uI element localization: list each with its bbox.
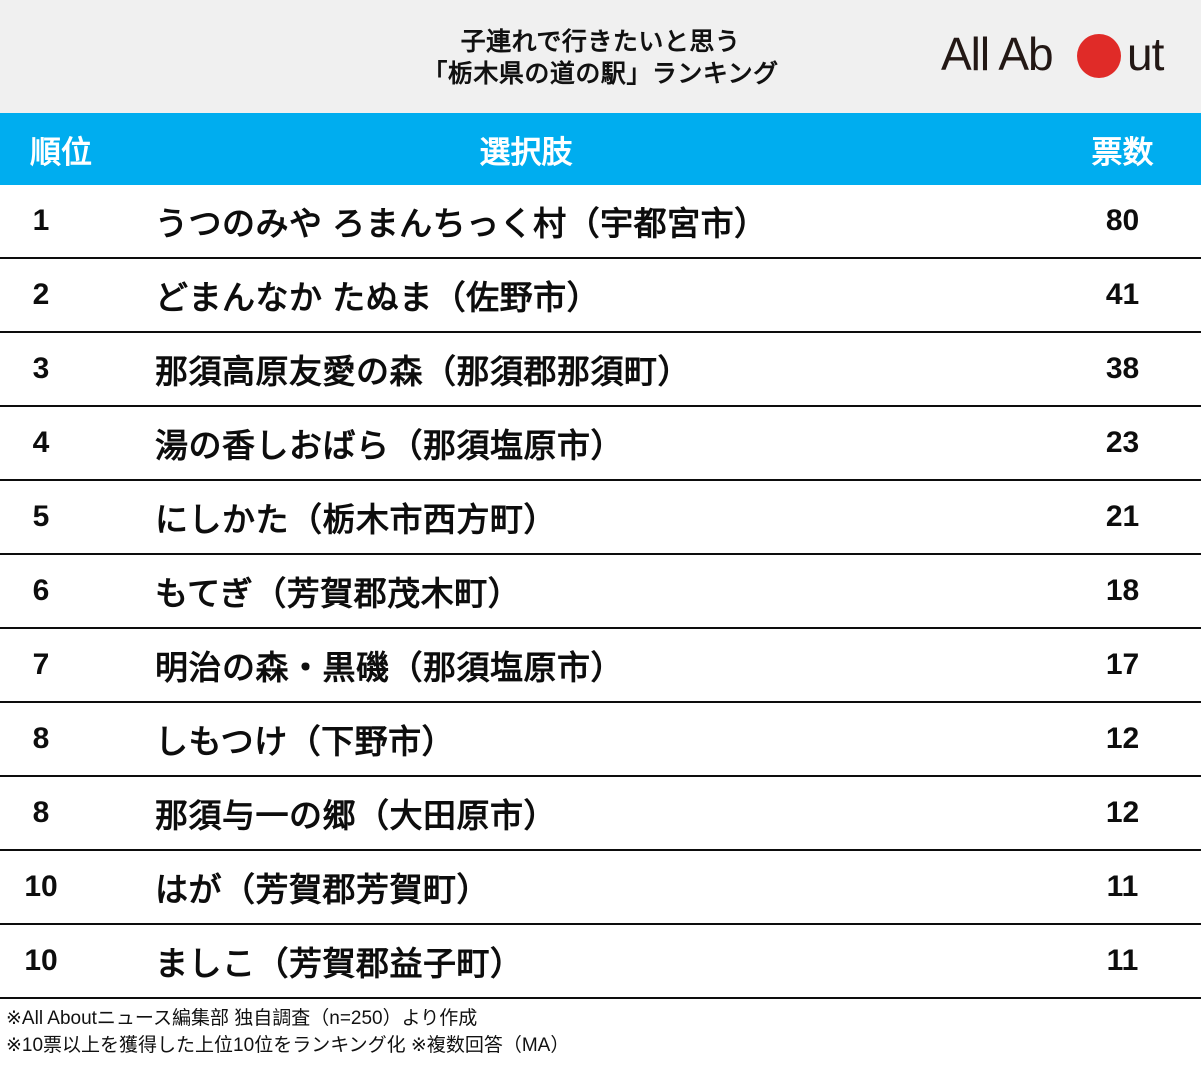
rank-value: 8 [0, 775, 150, 850]
choice-value: 湯の香しおばら（那須塩原市） [150, 405, 1050, 480]
votes-value: 11 [1050, 849, 1201, 924]
svg-text:All Ab: All Ab [941, 28, 1053, 80]
rank-value: 3 [0, 331, 150, 406]
choice-value: 那須高原友愛の森（那須郡那須町） [150, 331, 1050, 406]
all-about-logo: All Ab ut [941, 26, 1179, 84]
rank-value: 10 [0, 923, 150, 997]
rank-value: 1 [0, 185, 150, 258]
table-row: 8 那須与一の郷（大田原市） 12 [0, 775, 1201, 850]
choice-value: しもつけ（下野市） [150, 701, 1050, 776]
table-row: 5 にしかた（栃木市西方町） 21 [0, 479, 1201, 554]
table-body: 1 うつのみや ろまんちっく村（宇都宮市） 80 2 どまんなか たぬま（佐野市… [0, 185, 1201, 997]
choice-value: はが（芳賀郡芳賀町） [150, 849, 1050, 924]
table-header-row: 順位 選択肢 票数 [0, 113, 1201, 185]
table-row: 7 明治の森・黒磯（那須塩原市） 17 [0, 627, 1201, 702]
votes-value: 12 [1050, 701, 1201, 776]
votes-value: 11 [1050, 923, 1201, 997]
red-circle-icon [1077, 34, 1121, 78]
votes-value: 80 [1050, 185, 1201, 258]
table-row: 4 湯の香しおばら（那須塩原市） 23 [0, 405, 1201, 480]
ranking-table: 順位 選択肢 票数 1 うつのみや ろまんちっく村（宇都宮市） 80 2 どまん… [0, 113, 1201, 997]
choice-value: にしかた（栃木市西方町） [150, 479, 1050, 554]
votes-value: 18 [1050, 553, 1201, 628]
table-row: 10 はが（芳賀郡芳賀町） 11 [0, 849, 1201, 924]
votes-value: 41 [1050, 257, 1201, 332]
votes-value: 21 [1050, 479, 1201, 554]
table-row: 1 うつのみや ろまんちっく村（宇都宮市） 80 [0, 185, 1201, 258]
votes-value: 23 [1050, 405, 1201, 480]
footnote-source: ※All Aboutニュース編集部 独自調査（n=250）より作成 [6, 1008, 478, 1029]
votes-value: 38 [1050, 331, 1201, 406]
footnote-method: ※10票以上を獲得した上位10位をランキング化 ※複数回答（MA） [6, 1035, 570, 1056]
choice-value: もてぎ（芳賀郡茂木町） [150, 553, 1050, 628]
page-title-line-2: 「栃木県の道の駅」ランキング [422, 60, 779, 88]
choice-value: 明治の森・黒磯（那須塩原市） [150, 627, 1050, 702]
rank-value: 5 [0, 479, 150, 554]
table-row: 8 しもつけ（下野市） 12 [0, 701, 1201, 776]
rank-value: 6 [0, 553, 150, 628]
page-title: 子連れで行きたいと思う 「栃木県の道の駅」ランキング [0, 26, 1201, 90]
rank-value: 4 [0, 405, 150, 480]
page-title-line-1: 子連れで行きたいと思う [460, 28, 741, 56]
column-header-choice: 選択肢 [150, 113, 1050, 185]
votes-value: 17 [1050, 627, 1201, 702]
column-header-votes: 票数 [1050, 113, 1201, 185]
votes-value: 12 [1050, 775, 1201, 850]
choice-value: 那須与一の郷（大田原市） [150, 775, 1050, 850]
table-row: 2 どまんなか たぬま（佐野市） 41 [0, 257, 1201, 332]
table-row: 6 もてぎ（芳賀郡茂木町） 18 [0, 553, 1201, 628]
rank-value: 7 [0, 627, 150, 702]
rank-value: 2 [0, 257, 150, 332]
choice-value: うつのみや ろまんちっく村（宇都宮市） [150, 185, 1050, 258]
choice-value: どまんなか たぬま（佐野市） [150, 257, 1050, 332]
column-header-rank: 順位 [0, 113, 150, 185]
table-row: 3 那須高原友愛の森（那須郡那須町） 38 [0, 331, 1201, 406]
footnotes: ※All Aboutニュース編集部 独自調査（n=250）より作成 ※10票以上… [0, 997, 1201, 1059]
header-band: 子連れで行きたいと思う 「栃木県の道の駅」ランキング All Ab ut [0, 0, 1201, 113]
svg-text:ut: ut [1127, 28, 1165, 80]
table-row: 10 ましこ（芳賀郡益子町） 11 [0, 923, 1201, 997]
rank-value: 8 [0, 701, 150, 776]
choice-value: ましこ（芳賀郡益子町） [150, 923, 1050, 997]
rank-value: 10 [0, 849, 150, 924]
